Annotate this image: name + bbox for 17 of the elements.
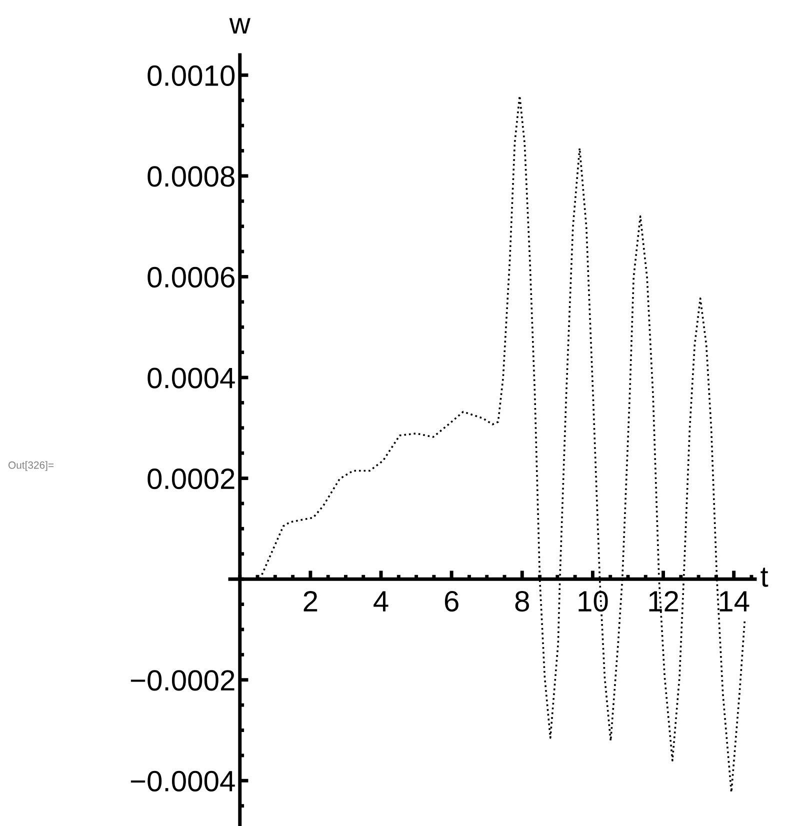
x-tick-label: 2	[304, 590, 318, 612]
y-tick-label: 0.0004	[148, 368, 235, 388]
y-tick-label: 0.0006	[148, 266, 234, 288]
y-tick-label: −0.0002	[130, 670, 234, 691]
x-tick-label: 10	[578, 590, 608, 612]
x-tick-label: 12	[649, 590, 678, 612]
y-tick-label: 0.0002	[148, 468, 234, 490]
text: Out[326]=	[8, 461, 54, 471]
x-axis-title: t	[760, 568, 768, 587]
y-axis-title: w	[229, 18, 250, 34]
x-tick-label: 4	[374, 591, 388, 612]
y-tick-label: 0.0008	[148, 166, 234, 187]
y-tick-label: −0.0004	[130, 770, 235, 792]
x-tick-label: 8	[515, 590, 529, 612]
x-tick-label: 6	[444, 590, 458, 612]
y-tick-label: 0.0010	[148, 65, 235, 86]
x-tick-label: 14	[720, 591, 750, 612]
